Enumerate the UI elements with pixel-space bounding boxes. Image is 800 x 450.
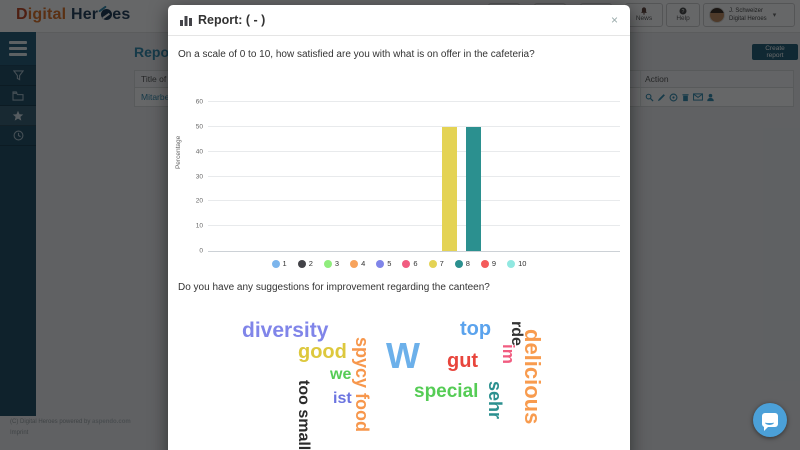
- legend-item-4[interactable]: 4: [350, 259, 365, 268]
- close-icon[interactable]: ×: [610, 13, 618, 27]
- cloud-word: sehr: [485, 381, 505, 420]
- bar-chart-icon: [180, 15, 192, 26]
- legend-item-8[interactable]: 8: [454, 259, 470, 268]
- legend-dot: [454, 259, 463, 268]
- cloud-word: diversity: [242, 319, 329, 342]
- y-tick-label: 0: [199, 247, 203, 255]
- cloud-word: top: [460, 318, 492, 340]
- legend-label: 8: [465, 259, 470, 268]
- cloud-word: im: [499, 344, 518, 364]
- legend-dot: [350, 259, 359, 268]
- cloud-word: we: [330, 366, 352, 383]
- legend-label: 9: [491, 259, 497, 268]
- legend-label: 10: [518, 259, 527, 268]
- legend-item-3[interactable]: 3: [323, 259, 340, 268]
- y-tick-label: 30: [195, 173, 203, 180]
- y-tick-label: 10: [195, 222, 203, 230]
- legend-dot: [480, 259, 489, 268]
- legend-dot: [428, 259, 437, 268]
- question-cafeteria: On a scale of 0 to 10, how satisfied are…: [178, 49, 535, 60]
- legend-dot: [271, 259, 280, 268]
- chat-bubble-icon: [762, 413, 778, 431]
- legend-item-2[interactable]: 2: [297, 259, 313, 268]
- question-canteen: Do you have any suggestions for improvem…: [178, 282, 490, 293]
- cloud-word: too small: [295, 380, 312, 450]
- chart-legend: 1 2 3 4 5 6 7 8 9 10: [178, 259, 620, 268]
- legend-dot: [507, 259, 516, 268]
- legend-dot: [376, 259, 385, 268]
- cloud-word: ist: [333, 390, 352, 407]
- gridline: [208, 101, 620, 102]
- gridline: [208, 150, 620, 152]
- legend-label: 7: [439, 259, 444, 268]
- y-tick-label: 60: [195, 98, 203, 106]
- y-axis-title: Percentage: [175, 135, 182, 170]
- legend-item-1[interactable]: 1: [271, 259, 287, 268]
- legend-label: 3: [334, 259, 340, 268]
- legend-item-10[interactable]: 10: [507, 259, 526, 268]
- bar-rating-8: [465, 126, 482, 251]
- gridline: [208, 225, 620, 227]
- cloud-word: delicious: [520, 329, 545, 425]
- modal-title: Report: ( - ): [198, 13, 266, 27]
- modal-body: On a scale of 0 to 10, how satisfied are…: [168, 49, 630, 450]
- cloud-word: rde: [508, 321, 525, 346]
- legend-label: 5: [387, 259, 392, 268]
- legend-label: 4: [361, 259, 366, 268]
- y-tick-label: 50: [195, 123, 203, 131]
- cloud-word: good: [298, 341, 347, 363]
- cloud-word: gut: [447, 350, 479, 372]
- y-tick-label: 40: [195, 148, 203, 156]
- legend-label: 1: [282, 259, 287, 268]
- legend-dot: [402, 259, 411, 268]
- satisfaction-bar-chart: Percentage 0 10 20 30 40 50 60 1 2 3 4 5 6 7 8 9 10: [175, 98, 620, 268]
- cloud-word: W: [386, 335, 420, 376]
- legend-label: 2: [308, 259, 313, 268]
- cloud-word: special: [414, 381, 479, 402]
- legend-label: 6: [413, 259, 418, 268]
- legend-item-5[interactable]: 5: [376, 259, 391, 268]
- modal-header: Report: ( - ) ×: [168, 5, 630, 36]
- bar-rating-7: [442, 126, 458, 251]
- legend-item-7[interactable]: 7: [428, 259, 444, 268]
- y-axis: 0 10 20 30 40 50 60: [190, 98, 206, 255]
- chat-widget-button[interactable]: [753, 403, 787, 437]
- gridline: [208, 175, 620, 177]
- legend-item-6[interactable]: 6: [402, 259, 418, 268]
- legend-item-9[interactable]: 9: [480, 259, 497, 268]
- chart-plot-area: [208, 101, 620, 252]
- report-modal: Report: ( - ) × On a scale of 0 to 10, h…: [168, 5, 630, 450]
- cloud-word: spycy food: [352, 337, 372, 433]
- legend-dot: [297, 259, 306, 268]
- legend-dot: [323, 259, 332, 268]
- y-tick-label: 20: [195, 197, 203, 205]
- gridline: [208, 200, 620, 202]
- gridline: [208, 125, 620, 127]
